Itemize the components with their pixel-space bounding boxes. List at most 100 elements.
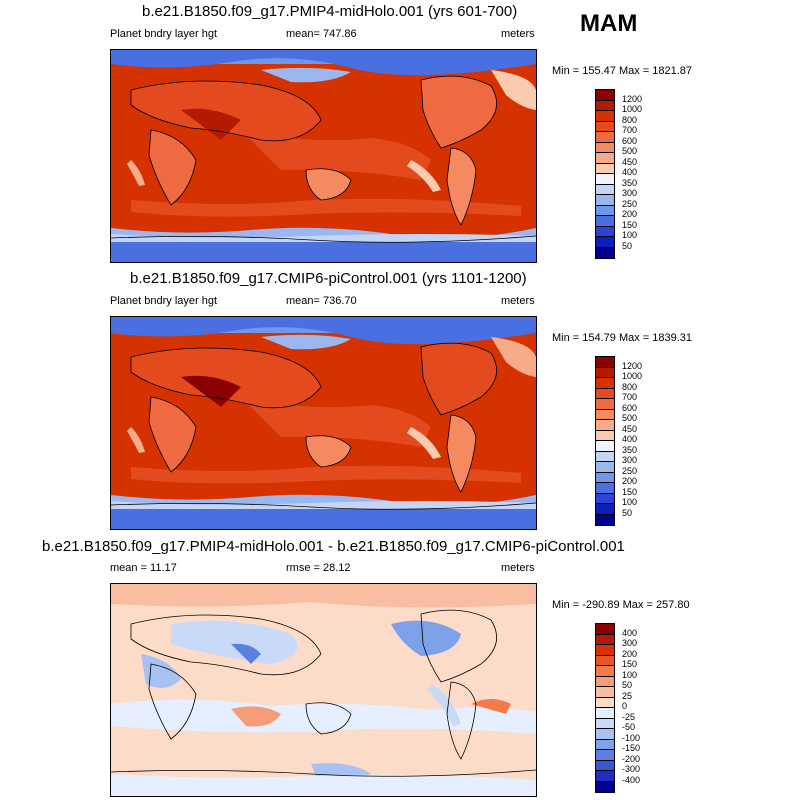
colorbar-swatch	[596, 195, 614, 206]
colorbar-tick-label: 1000	[622, 104, 643, 114]
colorbar-swatch	[596, 174, 614, 185]
colorbar-swatch	[596, 750, 614, 761]
season-label: MAM	[580, 10, 638, 37]
colorbar-tick-label: -50	[622, 722, 636, 732]
colorbar-swatch	[596, 111, 614, 122]
colorbar-tick-label: -150	[622, 743, 641, 753]
colorbar-swatch	[596, 205, 614, 216]
colorbar-swatch	[596, 142, 614, 153]
colorbar-tick-label: 1000	[622, 371, 643, 381]
panel-3-rmse-label: rmse = 28.12	[286, 562, 351, 574]
colorbar-tick-label: 300	[622, 638, 638, 648]
colorbar-tick-label: 100	[622, 230, 638, 240]
panel-2-map-field	[111, 317, 536, 529]
colorbar-swatch	[596, 666, 614, 677]
colorbar-tick-label: 50	[622, 240, 633, 251]
panel-1-minmax: Min = 155.47 Max = 1821.87	[552, 65, 693, 77]
colorbar-tick-label: 700	[622, 125, 638, 135]
colorbar-swatch	[596, 760, 614, 771]
colorbar-tick-label: 600	[622, 135, 638, 146]
colorbar-tick-label: 400	[622, 434, 638, 444]
colorbar-swatch	[596, 451, 614, 462]
colorbar-tick-label: 600	[622, 402, 638, 413]
colorbar-swatch	[596, 121, 614, 132]
colorbar-swatch	[596, 676, 614, 687]
colorbar-swatch	[596, 357, 614, 368]
colorbar-tick-label: 50	[622, 680, 633, 690]
colorbar-swatch	[596, 430, 614, 441]
panel-3-map-field	[111, 584, 536, 796]
colorbar-swatch	[596, 739, 614, 750]
colorbar-swatch	[596, 100, 614, 111]
colorbar-tick-label: 150	[622, 659, 638, 669]
colorbar-tick-label: -25	[622, 711, 636, 722]
colorbar-swatch	[596, 237, 614, 248]
colorbar-tick-label: 200	[622, 648, 638, 659]
colorbar-swatch	[596, 493, 614, 504]
colorbar-tick-label: 1200	[622, 360, 643, 371]
colorbar-tick-label: 400	[622, 167, 638, 177]
colorbar-swatch	[596, 514, 614, 525]
panel-1-units-label: meters	[501, 28, 535, 40]
colorbar-swatch	[596, 226, 614, 237]
colorbar-swatch	[596, 399, 614, 410]
colorbar-tick-label: 350	[622, 444, 638, 455]
panel-1-variable-label: Planet bndry layer hgt	[110, 28, 218, 40]
colorbar-swatch	[596, 247, 614, 258]
colorbar-tick-label: -400	[622, 774, 641, 785]
colorbar-tick-label: 500	[622, 413, 638, 423]
panel-3-title: b.e21.B1850.f09_g17.PMIP4-midHolo.001 - …	[42, 538, 625, 555]
colorbar-tick-label: 200	[622, 476, 638, 486]
colorbar-swatch	[596, 634, 614, 645]
colorbar-tick-label: 500	[622, 146, 638, 156]
colorbar-swatch	[596, 420, 614, 431]
panel-3-units-label: meters	[501, 562, 535, 574]
colorbar-tick-label: -300	[622, 764, 641, 774]
colorbar-tick-label: 800	[622, 381, 638, 392]
panel-3-colorbar	[595, 623, 615, 793]
colorbar-swatch	[596, 441, 614, 452]
panel-1-title: b.e21.B1850.f09_g17.PMIP4-midHolo.001 (y…	[142, 3, 518, 20]
colorbar-swatch	[596, 462, 614, 473]
panel-2-minmax: Min = 154.79 Max = 1839.31	[552, 332, 693, 344]
colorbar-tick-label: 700	[622, 392, 638, 402]
colorbar-swatch	[596, 655, 614, 666]
panel-2-map	[110, 316, 537, 530]
colorbar-tick-label: 250	[622, 198, 638, 209]
panel-1-mean-label: mean= 747.86	[286, 28, 357, 40]
colorbar-swatch	[596, 184, 614, 195]
colorbar-tick-label: 450	[622, 156, 638, 167]
colorbar-swatch	[596, 163, 614, 174]
colorbar-tick-label: -100	[622, 732, 641, 743]
colorbar-tick-label: 150	[622, 219, 638, 230]
colorbar-tick-label: 100	[622, 497, 638, 507]
colorbar-tick-label: -200	[622, 753, 641, 764]
colorbar-tick-label: 200	[622, 209, 638, 219]
panel-2-colorbar	[595, 356, 615, 526]
colorbar-tick-label: 350	[622, 177, 638, 188]
colorbar-swatch	[596, 409, 614, 420]
panel-3-mean-label: mean = 11.17	[110, 562, 177, 574]
colorbar-swatch	[596, 388, 614, 399]
colorbar-swatch	[596, 708, 614, 719]
colorbar-tick-label: 300	[622, 455, 638, 465]
colorbar-tick-label: 100	[622, 669, 638, 680]
colorbar-swatch	[596, 645, 614, 656]
panel-3-minmax: Min = -290.89 Max = 257.80	[552, 599, 690, 611]
colorbar-swatch	[596, 216, 614, 227]
colorbar-swatch	[596, 153, 614, 164]
panel-1-map	[110, 49, 537, 263]
colorbar-tick-label: 50	[622, 507, 633, 518]
colorbar-tick-label: 400	[622, 627, 638, 638]
panel-2-variable-label: Planet bndry layer hgt	[110, 295, 218, 307]
colorbar-swatch	[596, 483, 614, 494]
colorbar-swatch	[596, 90, 614, 101]
colorbar-tick-label: 450	[622, 423, 638, 434]
colorbar-swatch	[596, 132, 614, 143]
colorbar-swatch	[596, 624, 614, 635]
colorbar-tick-label: 250	[622, 465, 638, 476]
colorbar-swatch	[596, 729, 614, 740]
panel-3-map	[110, 583, 537, 797]
panel-2-units-label: meters	[501, 295, 535, 307]
colorbar-swatch	[596, 718, 614, 729]
